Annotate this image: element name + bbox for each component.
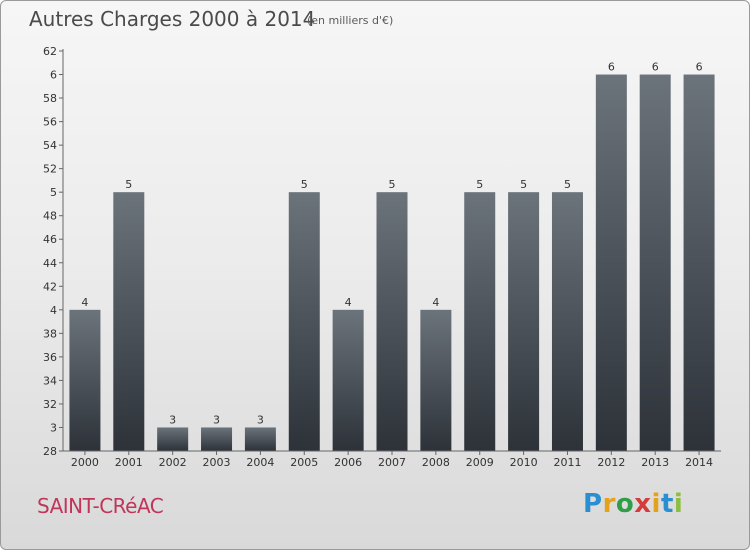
x-tick-label: 2005 (290, 456, 318, 469)
x-tick-label: 2013 (641, 456, 669, 469)
bar (595, 74, 627, 451)
bar-value-label: 4 (81, 296, 88, 309)
bar (244, 427, 276, 451)
logo-letter: P (583, 489, 603, 519)
bar-value-label: 3 (257, 413, 264, 426)
bar-value-label: 5 (564, 178, 571, 191)
bar (639, 74, 671, 451)
y-tick-label: 48 (43, 210, 57, 223)
bar-value-label: 4 (432, 296, 439, 309)
logo-letter: i (673, 489, 684, 519)
y-tick-label: 6 (50, 69, 57, 82)
town-name: SAINT-CRéAC (37, 494, 164, 518)
bar (551, 192, 583, 452)
bar-value-label: 5 (520, 178, 527, 191)
y-tick-label: 54 (43, 139, 57, 152)
y-tick-label: 52 (43, 163, 57, 176)
x-tick-label: 2000 (71, 456, 99, 469)
x-tick-label: 2009 (466, 456, 494, 469)
x-tick-label: 2001 (115, 456, 143, 469)
x-tick-label: 2004 (246, 456, 274, 469)
chart-unit: (en milliers d'€) (307, 14, 394, 27)
bar-value-label: 6 (696, 61, 703, 74)
logo-letter: i (651, 489, 661, 519)
bar-value-label: 5 (476, 178, 483, 191)
x-tick-label: 2014 (685, 456, 713, 469)
y-tick-label: 38 (43, 327, 57, 340)
logo-letter: t (660, 489, 674, 519)
y-tick-label: 58 (43, 92, 57, 105)
y-tick-label: 28 (43, 445, 57, 458)
bar-value-label: 3 (213, 413, 220, 426)
bar (464, 192, 496, 452)
x-tick-label: 2003 (203, 456, 231, 469)
bar-value-label: 6 (608, 61, 615, 74)
bar (332, 309, 364, 451)
y-tick-label: 62 (43, 45, 57, 58)
y-tick-label: 44 (43, 257, 57, 270)
logo-letter: o (615, 489, 635, 519)
bar-value-label: 5 (389, 178, 396, 191)
bar (420, 309, 452, 451)
y-tick-label: 4 (50, 304, 57, 317)
bar-value-label: 5 (301, 178, 308, 191)
bar (113, 192, 145, 452)
x-tick-label: 2012 (597, 456, 625, 469)
y-tick-label: 46 (43, 233, 57, 246)
proxiti-logo[interactable]: Proxiti (583, 489, 683, 519)
y-tick-label: 42 (43, 280, 57, 293)
logo-letter: r (602, 489, 616, 519)
y-tick-label: 3 (50, 421, 57, 434)
logo-letter: x (634, 489, 652, 519)
x-tick-label: 2011 (553, 456, 581, 469)
y-tick-label: 32 (43, 398, 57, 411)
bar-value-label: 5 (125, 178, 132, 191)
chart-title: Autres Charges 2000 à 2014 (29, 7, 316, 31)
y-tick-label: 56 (43, 116, 57, 129)
bar (157, 427, 189, 451)
bar-value-label: 6 (652, 61, 659, 74)
x-tick-label: 2006 (334, 456, 362, 469)
x-tick-label: 2008 (422, 456, 450, 469)
bar-value-label: 4 (345, 296, 352, 309)
x-tick-label: 2002 (159, 456, 187, 469)
bars-group: 4 5 3 3 3 5 4 5 4 5 5 5 6 6 6 (69, 61, 715, 452)
bar (376, 192, 408, 452)
bar (508, 192, 540, 452)
bar (288, 192, 320, 452)
bar (201, 427, 233, 451)
bar-value-label: 3 (169, 413, 176, 426)
x-tick-label: 2010 (510, 456, 538, 469)
x-tick-label: 2007 (378, 456, 406, 469)
y-tick-label: 34 (43, 374, 57, 387)
bar (69, 309, 101, 451)
y-tick-label: 5 (50, 186, 57, 199)
bar (683, 74, 715, 451)
y-tick-label: 36 (43, 351, 57, 364)
